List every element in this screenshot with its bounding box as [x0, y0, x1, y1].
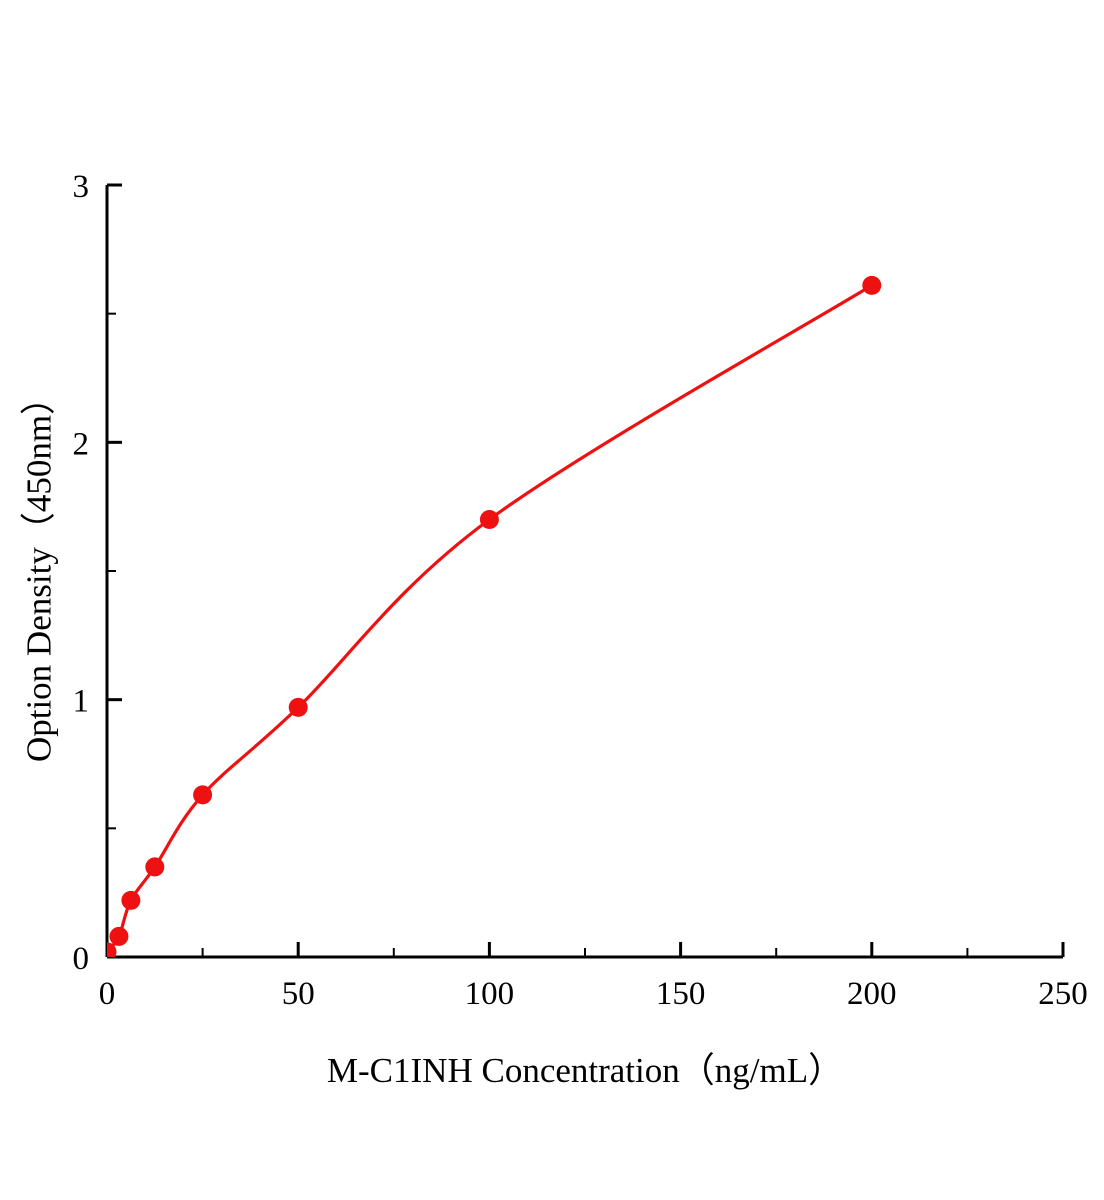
data-point-marker — [121, 890, 141, 910]
x-tick-label: 50 — [282, 976, 315, 1012]
data-point-marker — [107, 942, 117, 957]
data-point-marker — [479, 510, 499, 530]
standard-curve-line — [107, 283, 874, 954]
y-tick-label: 1 — [73, 684, 90, 720]
series-group — [107, 275, 882, 957]
data-point-marker — [193, 785, 213, 805]
y-tick-label: 2 — [73, 426, 90, 462]
x-tick-label: 100 — [465, 976, 515, 1012]
y-tick-label: 3 — [73, 169, 90, 205]
data-point-marker — [862, 275, 882, 295]
x-axis-title: M-C1INH Concentration（ng/mL） — [326, 1051, 844, 1090]
x-tick-label: 0 — [99, 976, 116, 1012]
x-tick-label: 250 — [1038, 976, 1088, 1012]
data-point-marker — [145, 857, 165, 877]
data-point-marker — [109, 926, 129, 946]
x-tick-label: 200 — [847, 976, 897, 1012]
y-axis-title: Option Density（450nm） — [19, 379, 59, 763]
y-tick-label: 0 — [73, 941, 90, 977]
data-point-marker — [288, 697, 308, 717]
x-tick-label: 150 — [656, 976, 706, 1012]
